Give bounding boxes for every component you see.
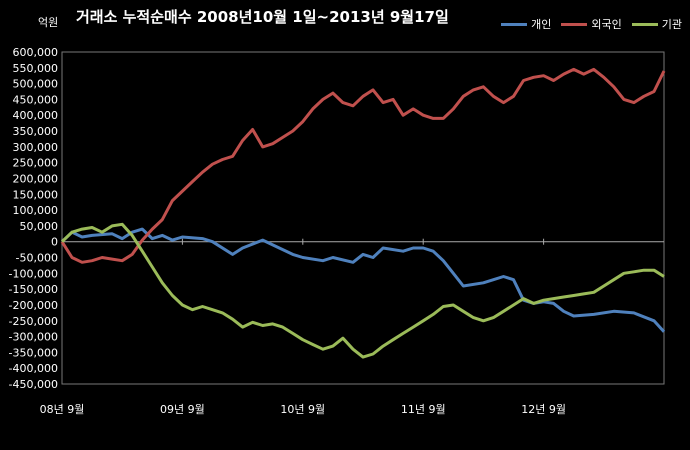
y-tick-label: 500,000 <box>13 78 59 91</box>
legend-swatch-institution <box>631 22 658 26</box>
y-tick-label: -350,000 <box>9 346 58 359</box>
y-tick-label: 550,000 <box>13 62 59 75</box>
legend-item-foreign: 외국인 <box>561 16 622 32</box>
x-tick-label: 09년 9월 <box>160 403 205 416</box>
y-tick-label: 450,000 <box>13 93 59 106</box>
y-tick-label: 50,000 <box>20 220 59 233</box>
legend-label-individual: 개인 <box>531 18 552 31</box>
x-tick-label: 11년 9월 <box>401 403 446 416</box>
y-tick-label: 200,000 <box>13 172 59 185</box>
x-tick-label: 08년 9월 <box>40 403 85 416</box>
y-tick-label: -400,000 <box>9 362 58 375</box>
y-tick-label: 400,000 <box>13 109 59 122</box>
series-line <box>60 67 666 264</box>
y-tick-label: -150,000 <box>9 283 58 296</box>
legend-swatch-individual <box>501 22 528 26</box>
y-tick-label: 250,000 <box>13 157 59 170</box>
legend-item-individual: 개인 <box>501 16 551 32</box>
chart-title: 거래소 누적순매수 2008년10월 1일~2013년 9월17일 <box>76 8 449 26</box>
y-tick-label: 150,000 <box>13 188 59 201</box>
y-tick-label: -450,000 <box>9 378 58 391</box>
series-line <box>60 222 665 359</box>
y-axis: 600,000 550,000 500,000 450,000 400,000 350,0… <box>9 46 58 391</box>
y-tick-label: 0 <box>51 236 58 249</box>
y-tick-label: -100,000 <box>9 267 58 280</box>
y-tick-label: -250,000 <box>9 315 58 328</box>
x-tick-label: 12년 9월 <box>521 403 566 416</box>
legend-swatch-foreign <box>561 22 588 26</box>
legend-label-foreign: 외국인 <box>591 18 622 31</box>
series-line <box>60 227 666 333</box>
plot-area <box>61 51 665 385</box>
y-tick-label: -200,000 <box>9 299 58 312</box>
unit-label: 억원 <box>38 16 59 29</box>
legend: 개인 외국인 기관 <box>501 16 682 32</box>
x-axis: 08년 9월 09년 9월 10년 9월 11년 9월 12년 9월 <box>40 238 664 416</box>
y-tick-label: 350,000 <box>13 125 59 138</box>
legend-label-institution: 기관 <box>661 18 682 31</box>
y-tick-label: 100,000 <box>13 204 59 217</box>
x-tick-label: 10년 9월 <box>280 403 325 416</box>
y-tick-label: 600,000 <box>13 46 59 59</box>
y-tick-label: -50,000 <box>16 252 58 265</box>
legend-item-institution: 기관 <box>631 16 682 32</box>
y-tick-label: 300,000 <box>13 141 59 154</box>
series-lines <box>60 67 666 359</box>
y-tick-label: -300,000 <box>9 331 58 344</box>
